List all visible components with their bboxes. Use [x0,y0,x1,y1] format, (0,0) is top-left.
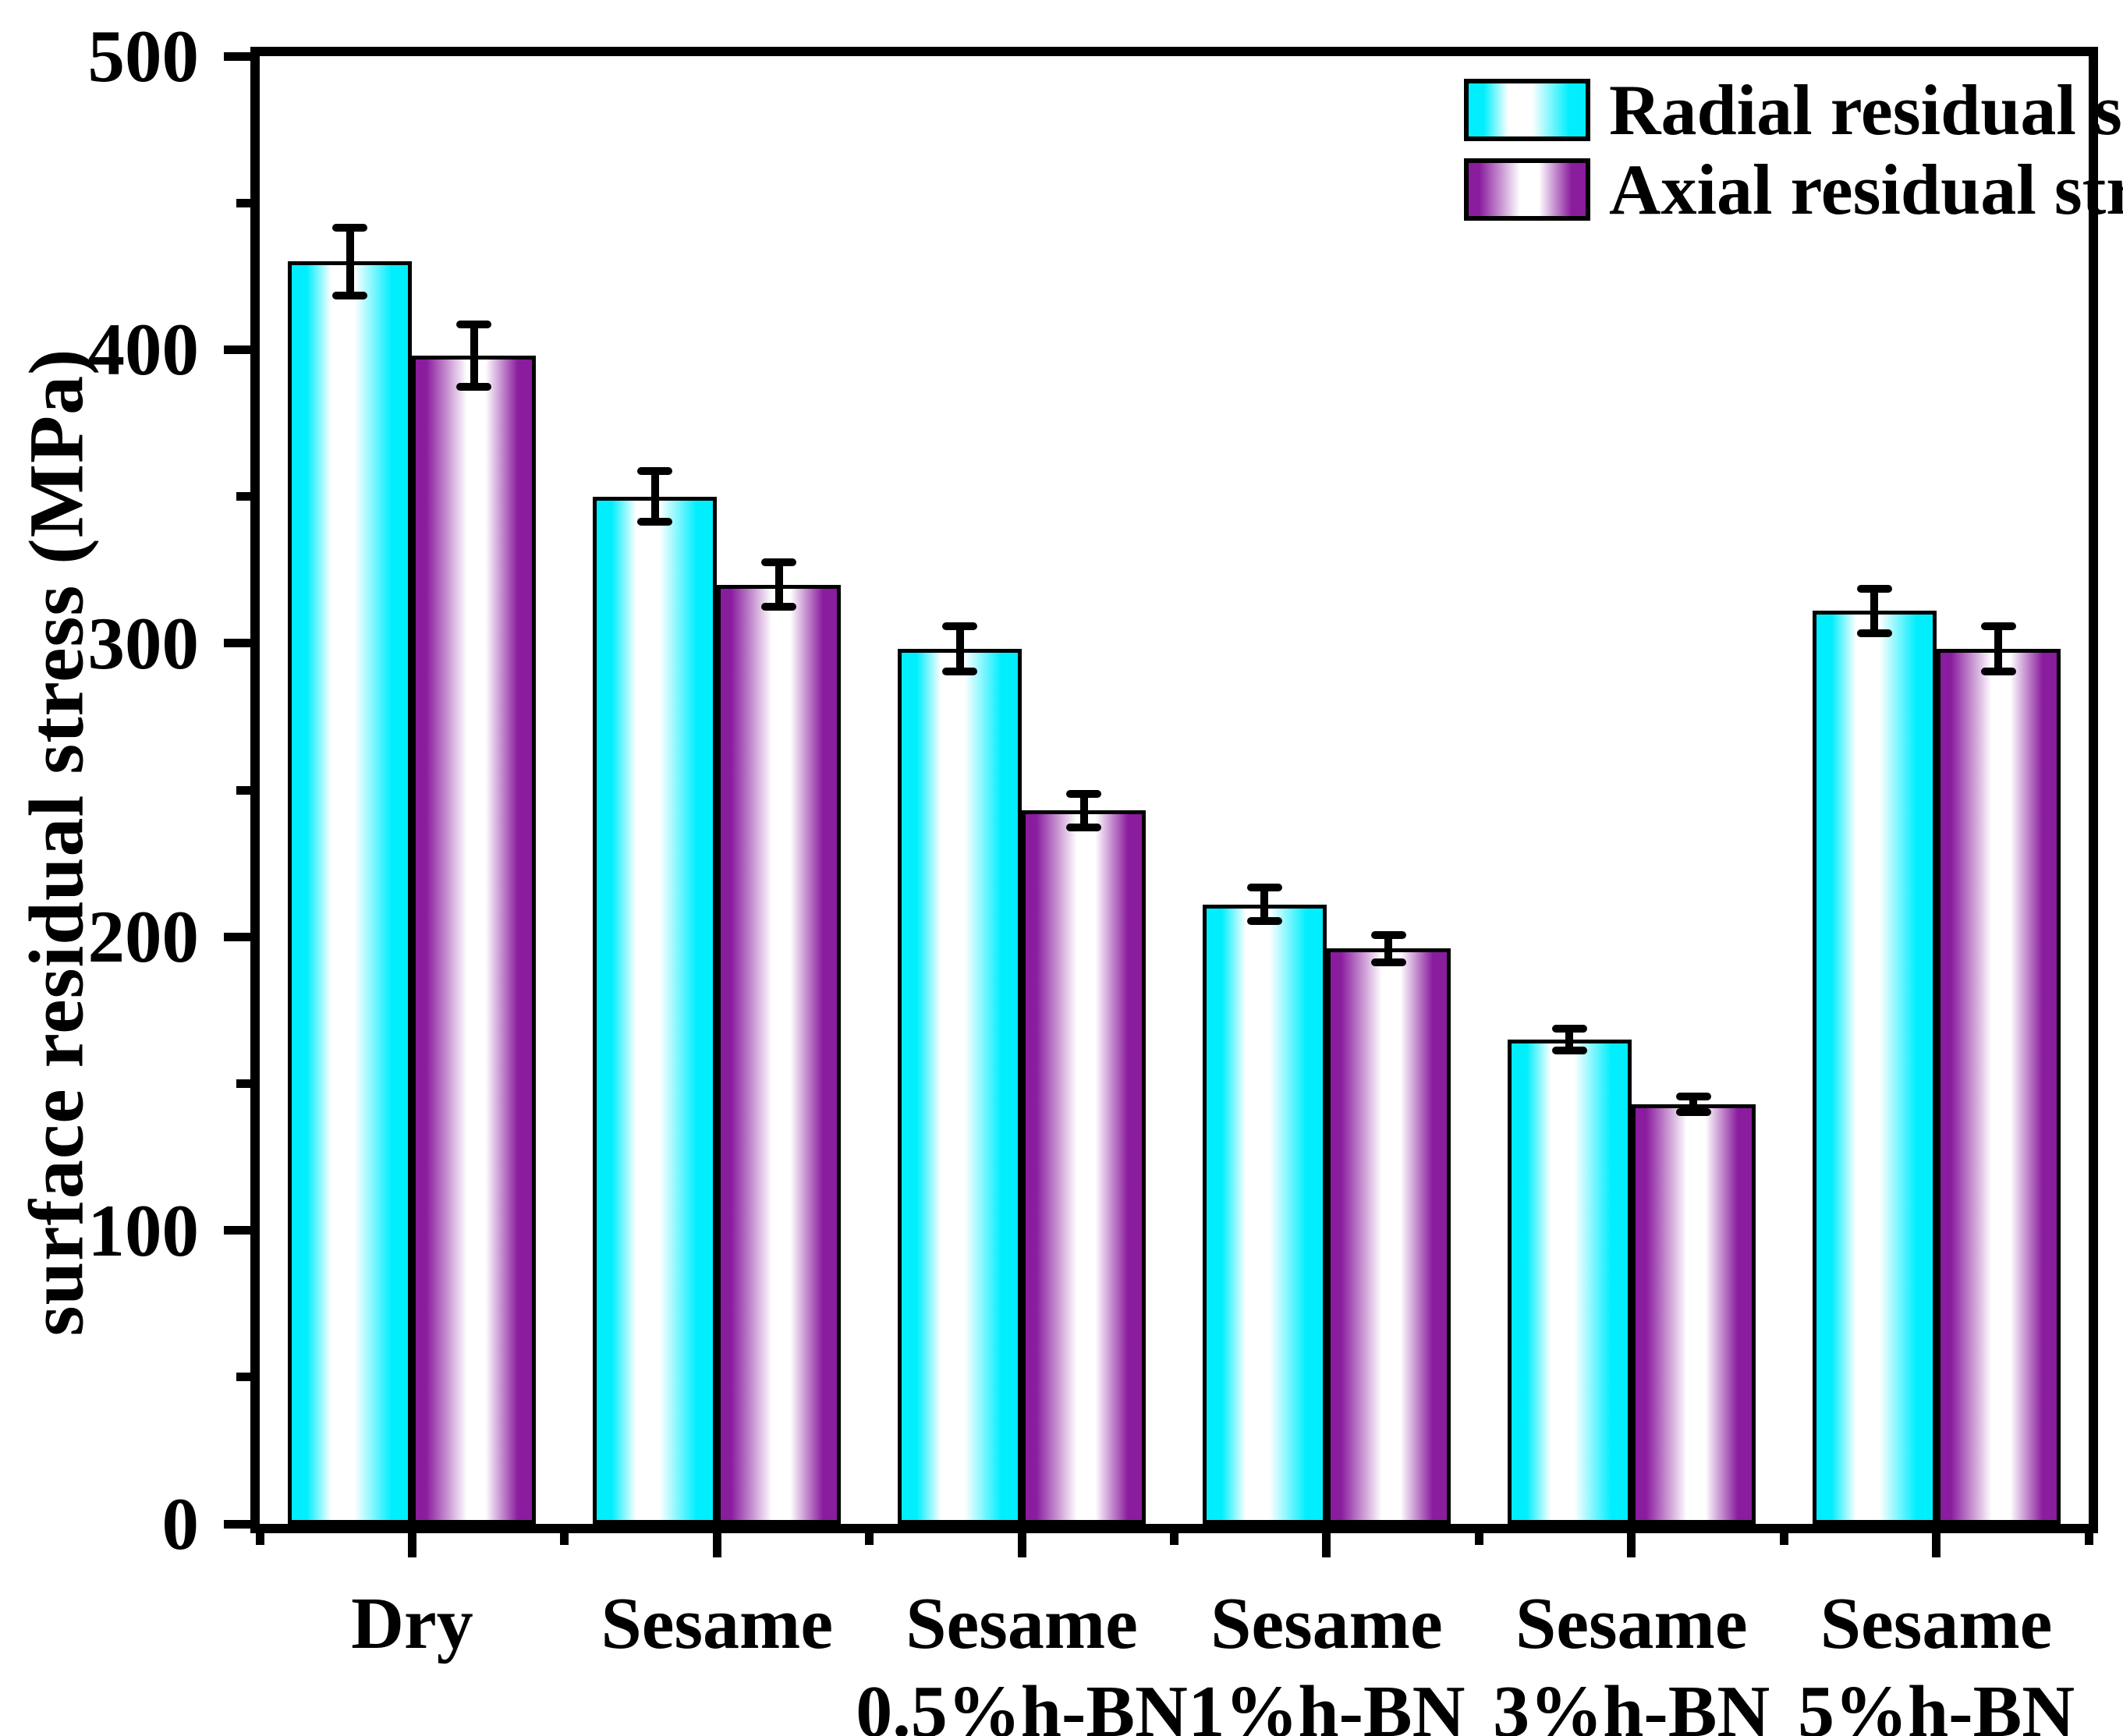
bar-axial [1631,1104,1756,1524]
x-axis-major-tick [1627,1533,1636,1557]
x-axis-category-line: Sesame [601,1583,834,1664]
legend-label-axial: Axial residual stress [1609,150,2123,229]
x-axis-minor-tick [1474,1533,1483,1545]
error-bar-line [346,223,354,300]
x-axis-category-label: Sesame 0.5%h-BN [811,1580,1232,1736]
legend-item-axial: Axial residual stress [1464,154,2123,225]
x-axis-minor-tick [560,1533,569,1545]
y-axis-tick-label: 500 [87,15,200,97]
bar-radial [593,496,718,1524]
bar-axial [1022,810,1147,1524]
legend-item-radial: Radial residual stress [1464,74,2123,146]
y-axis-minor-tick [236,198,250,207]
x-axis-minor-tick [865,1533,874,1545]
y-axis-major-tick [224,1226,250,1235]
error-bar [761,558,797,611]
y-axis-minor-tick [236,1373,250,1382]
y-axis-tick-label: 300 [87,601,200,685]
y-axis-major-tick [224,932,250,941]
x-axis-minor-tick [1779,1533,1788,1545]
plot-area: Radial residual stress Axial residual st… [88,15,2123,1736]
x-axis-major-tick [1017,1533,1026,1557]
error-bar [637,466,673,526]
legend: Radial residual stress Axial residual st… [1464,74,2123,225]
error-bar-line [955,622,964,676]
error-bar [332,223,368,300]
y-axis-major-tick [224,639,250,648]
x-axis-major-tick [407,1533,416,1557]
x-axis-category-label: Sesame 5%h-BN [1726,1580,2123,1736]
bar-radial [288,261,413,1524]
legend-swatch-axial [1464,158,1590,221]
y-axis-major-tick [224,1519,250,1529]
bar-radial [898,649,1023,1524]
error-bar-line [774,558,783,611]
error-bar [1675,1092,1711,1116]
y-axis-minor-tick [236,492,250,501]
y-axis-major-tick [224,51,250,61]
x-axis-category-line: Sesame [1210,1583,1443,1664]
y-axis-tick-label: 100 [87,1189,200,1272]
x-axis-category-line: Sesame [906,1583,1138,1664]
error-bar [942,622,978,676]
legend-label-radial: Radial residual stress [1609,70,2123,150]
error-bar [1551,1025,1587,1054]
error-bar-line [1260,884,1269,926]
error-bar [1370,930,1406,966]
bar-axial [717,584,842,1524]
error-bar-line [1079,790,1088,831]
y-axis-tick-label: 0 [161,1483,200,1565]
y-axis-minor-tick [236,1079,250,1088]
x-axis-category-line: 3%h-BN [1493,1671,1770,1736]
y-axis-major-tick [224,345,250,354]
x-axis-category-line: 0.5%h-BN [856,1671,1188,1736]
bar-radial [1812,611,1937,1524]
x-axis-minor-tick [2084,1533,2093,1545]
x-axis-category-label: Sesame 1%h-BN [1116,1580,1537,1736]
error-bar [456,320,492,391]
error-bar [1066,790,1102,831]
y-axis-tick-label: 200 [87,895,200,979]
x-axis-category-line: 1%h-BN [1188,1671,1466,1736]
error-bar-line [1870,584,1879,638]
bar-axial [1326,948,1451,1524]
error-bar [1246,884,1282,926]
error-bar-line [1384,930,1393,966]
x-axis-category-line: 5%h-BN [1797,1671,2075,1736]
y-axis-minor-tick [236,785,250,795]
error-bar-line [470,320,478,391]
x-axis-minor-tick [1170,1533,1178,1545]
x-axis-category-label: Sesame [506,1580,927,1668]
bar-radial [1507,1039,1632,1524]
error-bar-line [1994,622,2003,676]
error-bar-line [1689,1092,1698,1116]
x-axis-category-line: Dry [351,1583,473,1664]
x-axis-major-tick [712,1533,721,1557]
bar-radial [1202,904,1327,1524]
bar-axial [412,355,537,1524]
legend-swatch-radial [1464,79,1590,141]
bar-axial [1936,649,2061,1524]
error-bar [1856,584,1892,638]
x-axis-category-label: Sesame 3%h-BN [1421,1580,1842,1736]
x-axis-category-label: Dry [201,1580,622,1668]
x-axis-major-tick [1322,1533,1331,1557]
x-axis-category-line: Sesame [1820,1583,2053,1664]
x-axis-major-tick [1932,1533,1941,1557]
error-bar [1980,622,2016,676]
error-bar-line [1565,1025,1574,1054]
x-axis-category-line: Sesame [1515,1583,1748,1664]
y-axis-tick-label: 400 [87,308,200,391]
x-axis-minor-tick [255,1533,264,1545]
error-bar-line [650,466,659,526]
